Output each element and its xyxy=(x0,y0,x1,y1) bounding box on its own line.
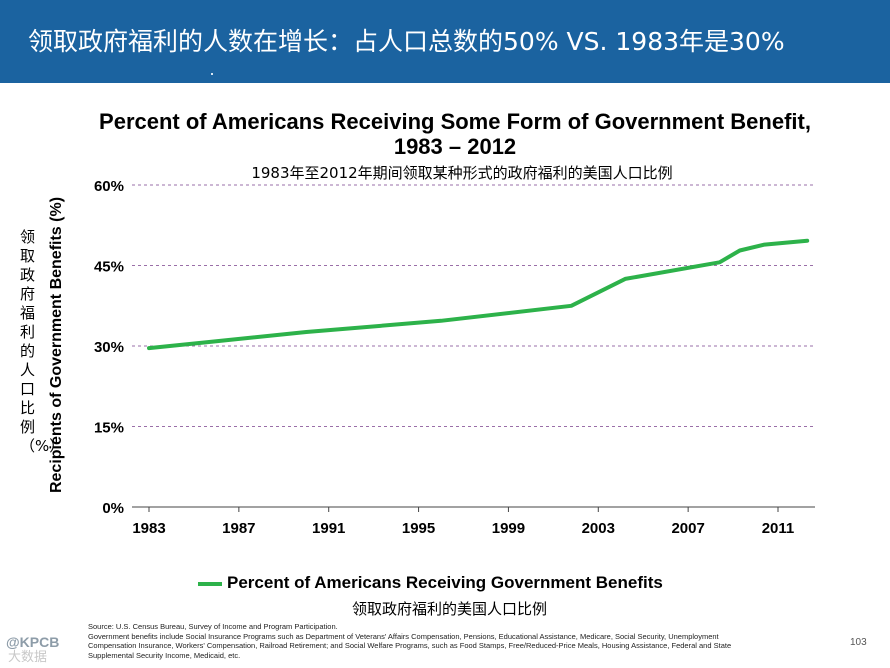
x-tick-label: 1991 xyxy=(312,520,345,537)
footnote-line: Supplemental Security Income, Medicaid, … xyxy=(88,650,241,660)
chart-title-line1: Percent of Americans Receiving Some Form… xyxy=(99,109,811,134)
data-point xyxy=(304,330,308,334)
data-point xyxy=(805,239,809,243)
y-tick-label: 60% xyxy=(94,178,124,195)
data-point xyxy=(718,260,722,264)
data-point xyxy=(147,346,151,350)
watermark: 大数据 xyxy=(8,650,48,665)
footnote-line: Compensation Insurance, Workers' Compens… xyxy=(88,641,732,650)
header-dot xyxy=(211,73,213,75)
chart-subtitle-cn: 1983年至2012年期间领取某种形式的政府福利的美国人口比例 xyxy=(251,164,673,182)
x-tick-label: 2003 xyxy=(582,520,615,537)
series-line xyxy=(147,238,810,351)
y-tick-label: 45% xyxy=(94,259,124,276)
chart-title-line2: 1983 – 2012 xyxy=(393,134,517,159)
x-tick-label: 1983 xyxy=(132,520,165,537)
y-tick-label: 15% xyxy=(94,420,124,437)
y-tick-label: 30% xyxy=(94,339,124,356)
legend-label: Percent of Americans Receiving Governmen… xyxy=(227,573,663,592)
x-tick-label: 1995 xyxy=(402,520,435,537)
x-tick-label: 2007 xyxy=(671,520,704,537)
data-point xyxy=(738,248,742,252)
footnote-line: Government benefits include Social Insur… xyxy=(88,631,719,641)
data-point xyxy=(787,240,791,244)
data-point xyxy=(439,319,443,323)
legend-swatch xyxy=(198,582,222,586)
x-tick-label: 1999 xyxy=(492,520,525,537)
x-tick-label: 1987 xyxy=(222,520,255,537)
slide-header: 领取政府福利的人数在增长：占人口总数的50% VS. 1983年是30% xyxy=(0,0,890,83)
footnote-source: Source: U.S. Census Bureau, Survey of In… xyxy=(88,622,338,631)
data-point xyxy=(569,304,573,308)
data-point xyxy=(214,339,218,343)
data-point xyxy=(763,243,767,247)
kpcb-logo: @KPCB xyxy=(6,634,60,650)
legend-label-cn: 领取政府福利的美国人口比例 xyxy=(352,600,548,618)
slide-title: 领取政府福利的人数在增长：占人口总数的50% VS. 1983年是30% xyxy=(28,27,785,56)
footnote: Source: U.S. Census Bureau, Survey of In… xyxy=(88,622,828,660)
page-number: 103 xyxy=(850,637,867,648)
x-tick-label: 2011 xyxy=(762,520,795,537)
data-point xyxy=(623,277,627,281)
y-tick-label: 0% xyxy=(102,500,124,517)
